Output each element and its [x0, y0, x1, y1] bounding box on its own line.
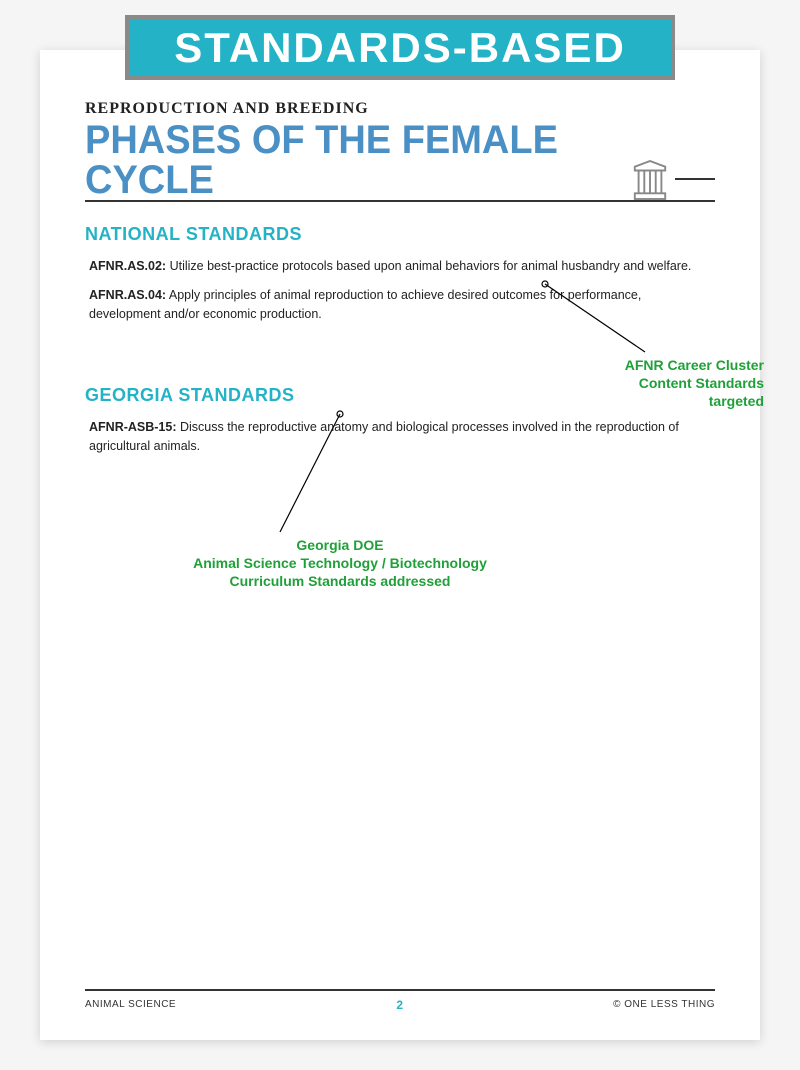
page-title: PHASES OF THE FEMALE CYCLE	[85, 120, 596, 200]
document-page: REPRODUCTION AND BREEDING PHASES OF THE …	[40, 50, 760, 1040]
standard-item: AFNR.AS.02: Utilize best-practice protoc…	[85, 257, 715, 276]
annotation-line: Content Standards	[592, 374, 764, 392]
standard-item: AFNR-ASB-15: Discuss the reproductive an…	[85, 418, 715, 456]
standards-banner: STANDARDS-BASED	[125, 15, 675, 80]
standard-code: AFNR.AS.04:	[89, 288, 166, 302]
annotation-line: Animal Science Technology / Biotechnolog…	[180, 554, 500, 572]
standard-text: Discuss the reproductive anatomy and bio…	[89, 420, 679, 453]
standard-code: AFNR.AS.02:	[89, 259, 166, 273]
page-footer: ANIMAL SCIENCE 2 © ONE LESS THING	[85, 989, 715, 1010]
banner-text: STANDARDS-BASED	[174, 24, 626, 72]
annotation-line: AFNR Career Cluster	[592, 356, 764, 374]
footer-right: © ONE LESS THING	[613, 999, 715, 1010]
national-standards-heading: NATIONAL STANDARDS	[85, 224, 715, 245]
annotation-line: Georgia DOE	[180, 536, 500, 554]
annotation-georgia: Georgia DOE Animal Science Technology / …	[180, 536, 500, 591]
page-number: 2	[396, 998, 403, 1012]
annotation-afnr: AFNR Career Cluster Content Standards ta…	[592, 356, 772, 411]
annotation-line: Curriculum Standards addressed	[180, 572, 500, 590]
title-row: PHASES OF THE FEMALE CYCLE	[85, 120, 715, 202]
standard-code: AFNR-ASB-15:	[89, 420, 177, 434]
pillar-icon	[631, 159, 669, 201]
annotation-line: targeted	[592, 392, 764, 410]
page-subtitle: REPRODUCTION AND BREEDING	[85, 100, 715, 118]
standard-item: AFNR.AS.04: Apply principles of animal r…	[85, 286, 715, 324]
standard-text: Utilize best-practice protocols based up…	[166, 259, 691, 273]
standard-text: Apply principles of animal reproduction …	[89, 288, 641, 321]
title-rule-extension	[675, 178, 715, 180]
footer-left: ANIMAL SCIENCE	[85, 999, 176, 1010]
